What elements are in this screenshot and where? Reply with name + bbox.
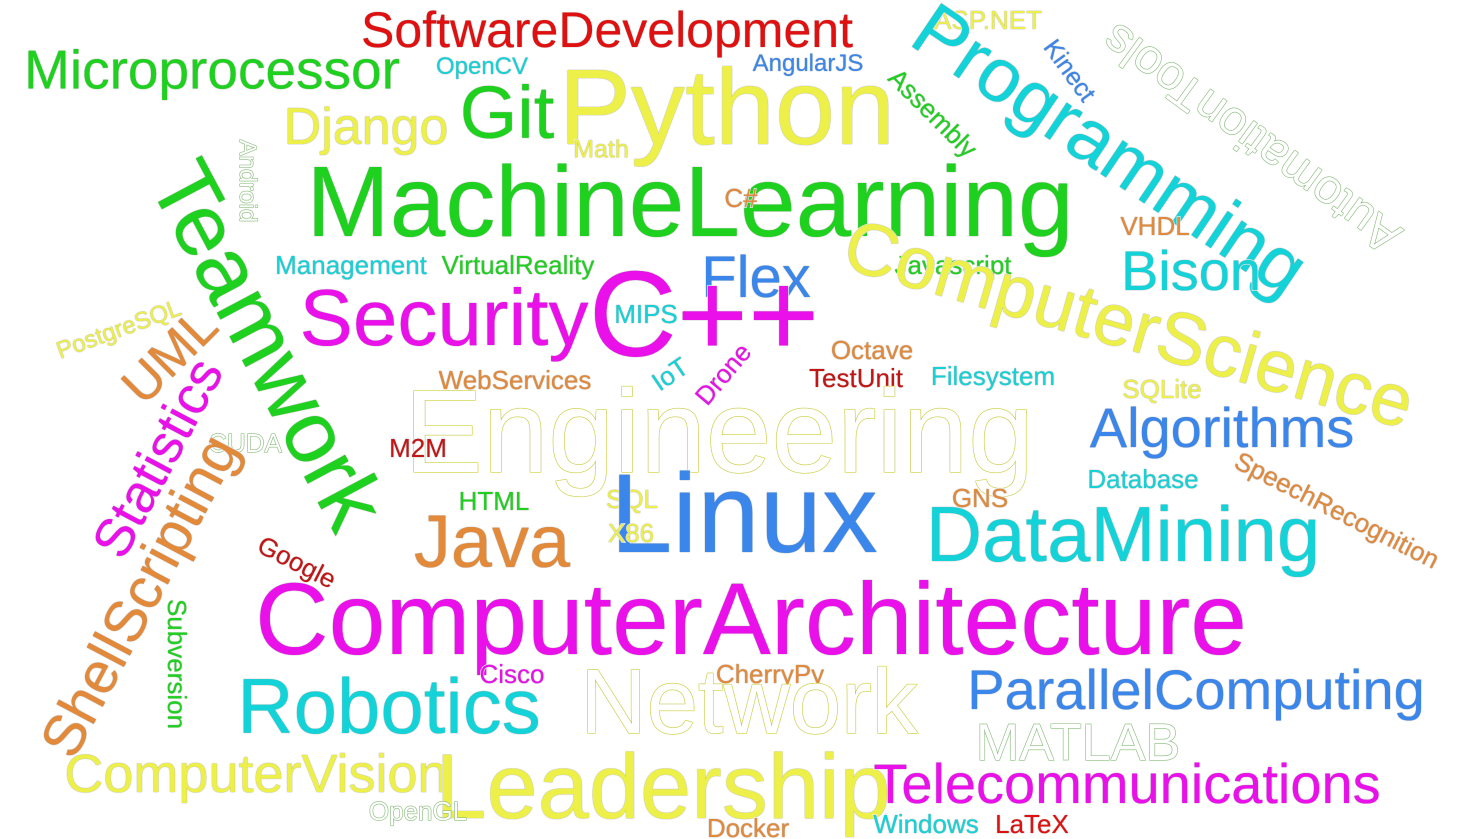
word-matlab: MATLAB [975, 714, 1181, 772]
word-math: Math [572, 135, 629, 164]
word-softwaredevelopment: SoftwareDevelopment [360, 2, 853, 58]
word-octave: Octave [830, 335, 914, 365]
word-git: Git [459, 71, 555, 154]
word-testunit: TestUnit [808, 363, 903, 393]
word-opengl: OpenGL [368, 796, 468, 826]
word-m2m: M2M [388, 433, 447, 463]
word-android: Android [233, 139, 261, 223]
word-docker: Docker [706, 813, 790, 839]
word-subversion: Subversion [161, 598, 193, 730]
word-engineering: Engineering [403, 366, 1034, 498]
word-x86: X86 [607, 518, 655, 548]
word-parallelcomputing: ParallelComputing [966, 658, 1425, 721]
word-algorithms: Algorithms [1089, 396, 1355, 459]
word-java: Java [413, 500, 571, 583]
word-cherrypy: CherryPy [715, 659, 825, 689]
word-leadership: Leadership [435, 736, 892, 838]
word-mips: MIPS [613, 299, 678, 329]
word-javascript: Javascript [894, 250, 1013, 280]
word-angularjs: AngularJS [752, 50, 864, 77]
word-windows: Windows [873, 809, 980, 839]
word-telecommunications: Telecommunications [873, 752, 1382, 815]
word-computervision: ComputerVision [64, 744, 449, 804]
word-microprocessor: Microprocessor [23, 38, 400, 101]
word-asp-net: ASP.NET [933, 5, 1042, 35]
word-linux: Linux [609, 451, 878, 576]
word-management: Management [274, 250, 427, 280]
word-c-sharp: C# [724, 183, 759, 213]
word-sql: SQL [605, 484, 659, 514]
word-datamining: DataMining [925, 490, 1321, 578]
word-virtualreality: VirtualReality [441, 250, 595, 280]
word-machinelearning: MachineLearning [306, 146, 1075, 258]
word-vhdl: VHDL [1120, 211, 1191, 241]
word-c-plus-plus: C++ [588, 246, 820, 382]
word-django: Django [283, 98, 449, 156]
word-flex: Flex [700, 245, 811, 310]
word-database: Database [1087, 464, 1200, 494]
word-python: Python [558, 46, 896, 167]
word-bison: Bison [1120, 239, 1262, 302]
word-network: Network [580, 651, 919, 753]
word-gns: GNS [951, 483, 1009, 513]
word-opencv: OpenCV [435, 53, 529, 80]
word-latex: LaTeX [994, 809, 1069, 839]
word-robotics: Robotics [237, 662, 542, 750]
word-sqlite: SQLite [1122, 374, 1203, 404]
word-webservices: WebServices [438, 365, 592, 395]
word-cuda: CUDA [208, 428, 283, 458]
word-cisco: Cisco [479, 659, 546, 689]
word-html: HTML [458, 486, 530, 516]
word-filesystem: Filesystem [930, 361, 1056, 391]
word-security: Security [299, 273, 589, 362]
word-computerarchitecture: ComputerArchitecture [254, 562, 1248, 676]
